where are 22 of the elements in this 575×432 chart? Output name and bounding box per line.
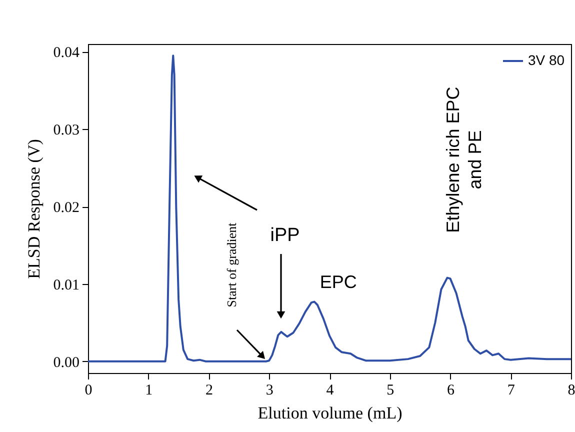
x-tick-label: 8 [568, 382, 575, 398]
y-tick-label: 0.03 [53, 122, 80, 139]
y-tick-label: 0.00 [53, 354, 80, 371]
y-axis-title: ELSD Response (V) [24, 139, 44, 279]
y-tick-label: 0.02 [53, 200, 80, 216]
annotation: iPP [270, 225, 300, 246]
x-tick-label: 3 [266, 382, 274, 398]
line-series [88, 54, 571, 362]
annotation: EPC [320, 272, 357, 292]
legend-label: 3V 80 [528, 52, 565, 68]
x-tick-label: 5 [386, 382, 394, 398]
x-tick-label: 2 [206, 382, 213, 398]
x-tick-label: 1 [145, 382, 153, 398]
x-axis-title: Elution volume (mL) [258, 404, 402, 422]
y-tick-label: 0.01 [53, 277, 80, 294]
x-tick-label: 0 [84, 382, 92, 398]
annotation: Ethylene rich EPC and PE [443, 86, 485, 233]
x-tick-label: 7 [507, 382, 516, 398]
y-tick-label: 0.04 [53, 45, 80, 62]
x-tick-label: 6 [447, 382, 455, 398]
annotation: Start of gradient [224, 222, 239, 308]
x-tick-label: 4 [326, 382, 334, 398]
